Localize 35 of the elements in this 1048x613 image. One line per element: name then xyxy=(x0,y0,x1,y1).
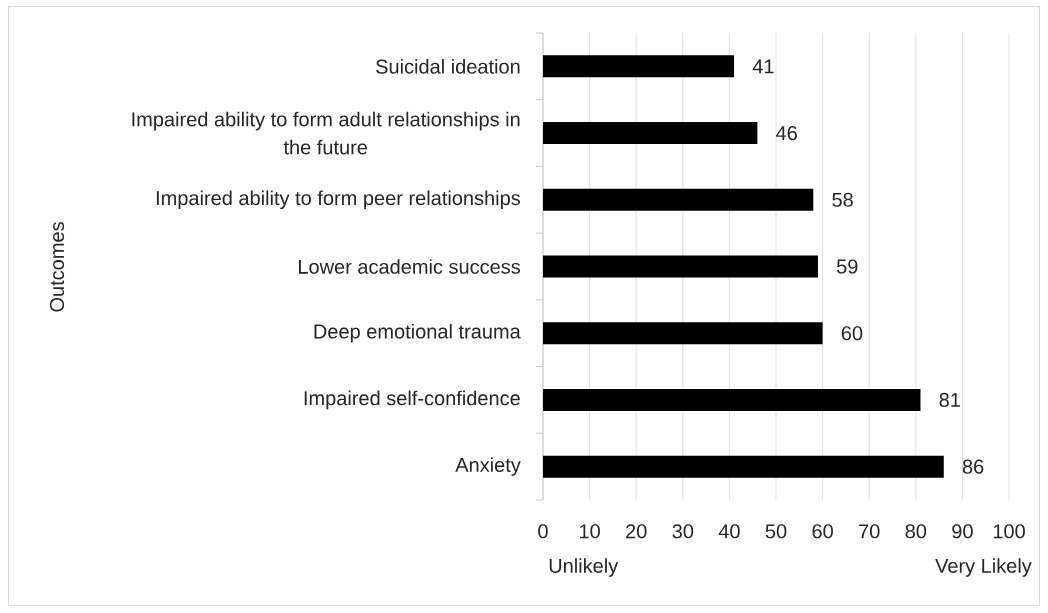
x-tick-label: 30 xyxy=(672,524,694,539)
data-label: 59 xyxy=(836,259,858,274)
bar xyxy=(543,255,818,278)
data-label: 81 xyxy=(939,392,960,408)
x-tick-label: 70 xyxy=(859,524,880,539)
x-tick-label: 40 xyxy=(718,524,740,539)
bar xyxy=(543,388,921,411)
data-label: 60 xyxy=(841,326,863,341)
y-axis-title: Outcomes xyxy=(49,222,65,312)
data-label: 58 xyxy=(832,192,853,207)
x-tick-label: 80 xyxy=(905,524,927,539)
x-tick-label: 90 xyxy=(952,524,973,539)
x-tick-label: 60 xyxy=(812,524,833,539)
x-tick-label: 50 xyxy=(765,524,787,539)
y-tick-label: Impaired ability to form peer relationships xyxy=(156,190,521,210)
data-label: 46 xyxy=(776,125,797,141)
bar xyxy=(543,188,814,211)
x-tick-label: 20 xyxy=(626,524,647,539)
y-tick-label: Lower academic success xyxy=(299,259,521,274)
y-tick-label: Anxiety xyxy=(455,457,521,476)
bar xyxy=(543,455,944,478)
x-tick-label: 10 xyxy=(580,524,600,539)
bar xyxy=(543,55,735,78)
y-tick-label: Impaired self-confidence xyxy=(304,390,520,410)
x-tick-label: 100 xyxy=(993,524,1025,539)
x-tick-label: 0 xyxy=(538,524,548,539)
y-tick-label: Suicidal ideation xyxy=(376,59,520,74)
text: Unlikely xyxy=(549,558,619,577)
y-tick-label: Deep emotional trauma xyxy=(314,323,521,343)
y-tick-label: Impaired ability to form adult relationships in the future xyxy=(132,111,520,155)
bar xyxy=(543,322,823,345)
bar xyxy=(543,122,758,145)
text: Very Likely xyxy=(935,558,1032,577)
data-label: 86 xyxy=(962,459,984,474)
data-label: 41 xyxy=(752,59,774,74)
